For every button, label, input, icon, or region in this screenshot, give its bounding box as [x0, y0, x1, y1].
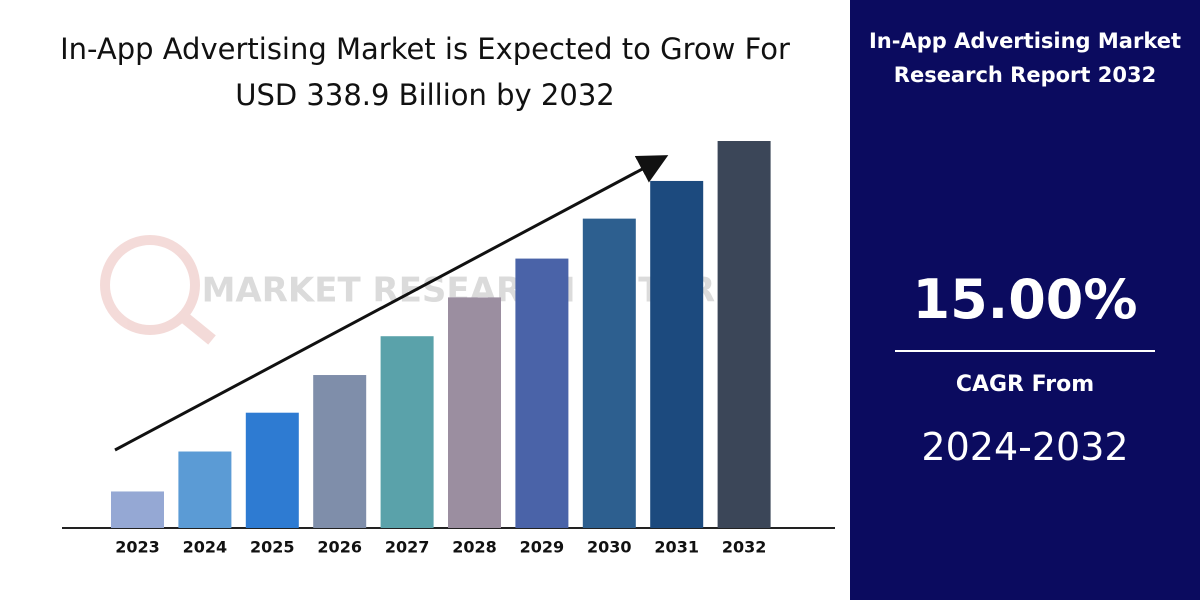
x-tick-label: 2029 [520, 538, 565, 557]
bar [717, 141, 771, 528]
bar [582, 218, 636, 529]
x-tick-label: 2025 [250, 538, 295, 557]
x-tick-label: 2031 [654, 538, 699, 557]
x-tick-label: 2028 [452, 538, 497, 557]
side-panel: In-App Advertising Market Research Repor… [850, 0, 1200, 600]
bar [515, 258, 569, 528]
trend-arrow [114, 155, 669, 452]
x-tick-label: 2030 [587, 538, 632, 557]
bar [245, 412, 299, 528]
x-tick-label: 2027 [385, 538, 430, 557]
chart: MARKET RESEARCH FUTURE 2023 2024 2025 2026 2… [62, 141, 835, 557]
x-tick-label: 2023 [115, 538, 160, 557]
divider [895, 350, 1155, 352]
panel-title: In-App Advertising Market Research Repor… [868, 29, 1182, 87]
period: 2024-2032 [921, 425, 1129, 469]
x-tick-label: 2032 [722, 538, 767, 557]
bar [448, 297, 501, 528]
x-tick-label: 2026 [317, 538, 362, 557]
bar [313, 375, 367, 528]
bar [178, 451, 232, 528]
bar [111, 491, 164, 528]
bar [650, 180, 704, 528]
watermark-logo [100, 235, 216, 345]
cagr-label: CAGR From [955, 372, 1095, 397]
chart-title: In-App Advertising Market is Expected to… [60, 32, 790, 112]
x-tick-label: 2024 [183, 538, 228, 557]
cagr-value: 15.00% [912, 268, 1138, 331]
bar [380, 336, 434, 528]
